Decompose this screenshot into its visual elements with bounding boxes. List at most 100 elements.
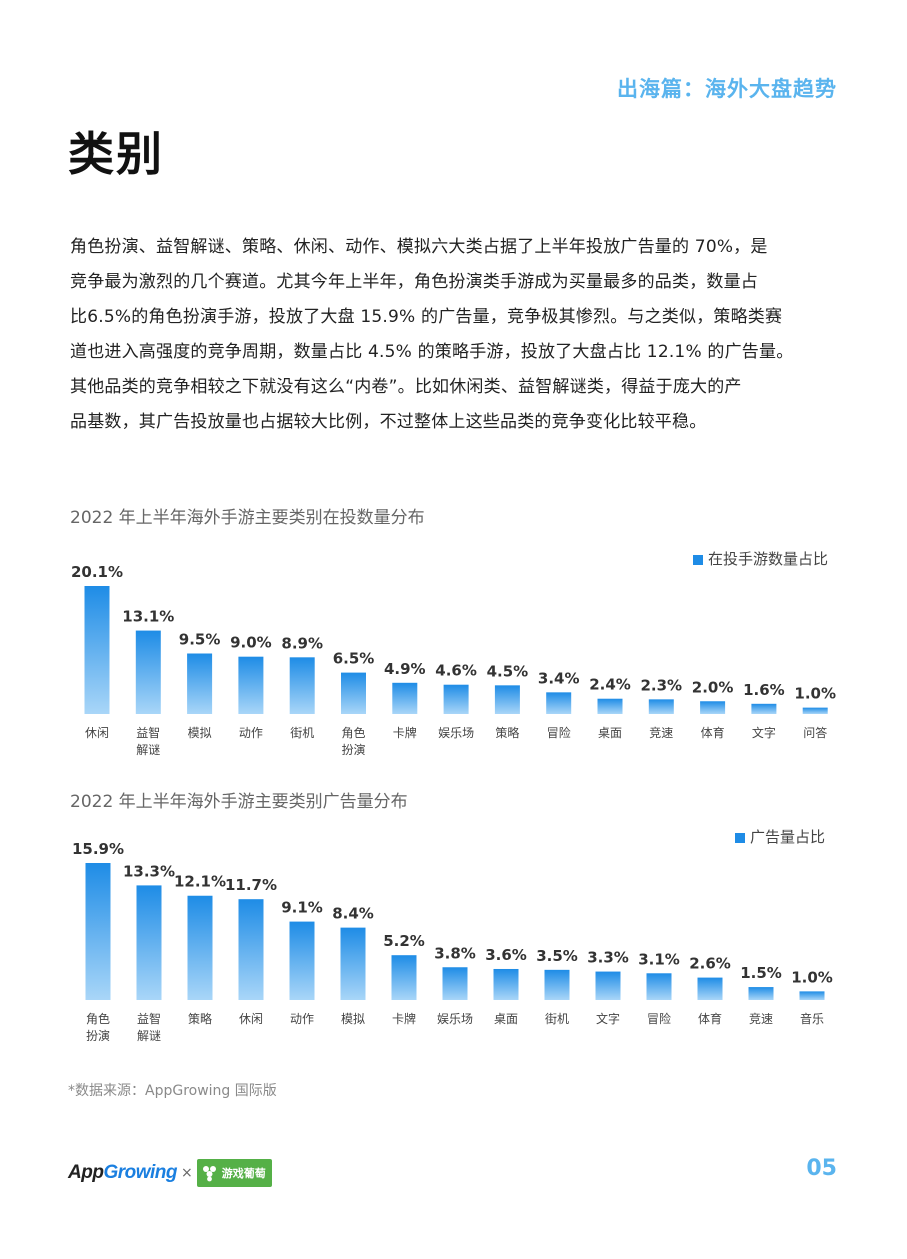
category-label: 街机 xyxy=(290,726,314,740)
category-label: 桌面 xyxy=(494,1012,518,1026)
bar-value-label: 2.6% xyxy=(689,955,731,973)
bar-value-label: 3.3% xyxy=(587,949,629,967)
chart-ad-volume: 2022 年上半年海外手游主要类别广告量分布 xyxy=(70,787,850,812)
category-label: 娱乐场 xyxy=(438,726,474,740)
source-note: *数据来源：AppGrowing 国际版 xyxy=(68,1083,277,1099)
category-label: 扮演 xyxy=(341,742,365,757)
category-label: 模拟 xyxy=(341,1012,365,1026)
bar xyxy=(802,707,828,714)
category-label: 问答 xyxy=(803,725,827,740)
category-label: 休闲 xyxy=(239,1012,263,1026)
bar xyxy=(546,692,572,714)
bar xyxy=(392,682,418,714)
bar-value-label: 12.1% xyxy=(174,873,226,891)
bar-value-label: 1.6% xyxy=(743,681,785,699)
category-label: 街机 xyxy=(545,1012,569,1026)
legend: 在投手游数量占比 xyxy=(693,550,828,568)
bar-value-label: 9.5% xyxy=(179,631,221,649)
legend: 广告量占比 xyxy=(735,828,825,846)
bar-value-label: 11.7% xyxy=(225,876,277,894)
bar xyxy=(597,698,623,714)
bar xyxy=(700,701,726,714)
bar-value-label: 4.6% xyxy=(435,662,477,680)
body-line: 角色扮演、益智解谜、策略、休闲、动作、模拟六大类占据了上半年投放广告量的 70%… xyxy=(70,237,768,257)
category-label: 冒险 xyxy=(547,725,571,740)
bar-value-label: 4.9% xyxy=(384,660,426,678)
bar-value-label: 1.5% xyxy=(740,964,782,982)
category-label: 角色 xyxy=(86,1012,110,1026)
bar xyxy=(391,955,417,1000)
times-sign: × xyxy=(181,1165,193,1181)
bar-value-label: 3.4% xyxy=(538,669,580,687)
bar-value-label: 3.5% xyxy=(536,947,578,965)
bar-value-label: 3.8% xyxy=(434,944,476,962)
bar-value-label: 6.5% xyxy=(333,650,375,668)
body-line: 竞争最为激烈的几个赛道。尤其今年上半年，角色扮演类手游成为买量最多的品类，数量占 xyxy=(70,272,758,292)
bar-value-label: 9.0% xyxy=(230,634,272,652)
bar xyxy=(493,968,519,1000)
category-label: 娱乐场 xyxy=(437,1012,473,1026)
bar xyxy=(544,969,570,1000)
category-label: 动作 xyxy=(239,726,263,740)
bar-value-label: 8.9% xyxy=(281,634,323,652)
bar xyxy=(85,863,111,1000)
youxiputao-logo: 游戏葡萄 xyxy=(196,1159,272,1187)
category-label: 动作 xyxy=(290,1012,314,1026)
bar-value-label: 2.4% xyxy=(589,676,631,694)
category-label: 策略 xyxy=(188,1011,212,1026)
category-label: 解谜 xyxy=(136,743,160,757)
bar xyxy=(595,971,621,1000)
category-label: 体育 xyxy=(701,725,725,740)
category-label: 益智 xyxy=(136,725,160,740)
bar xyxy=(187,653,213,714)
body-line: 其他品类的竞争相较之下就没有这么“内卷”。比如休闲类、益智解谜类，得益于庞大的产 xyxy=(70,377,742,397)
bar-value-label: 1.0% xyxy=(791,968,833,986)
category-label: 文字 xyxy=(596,1011,620,1026)
category-label: 解谜 xyxy=(137,1029,161,1043)
bar xyxy=(289,657,315,714)
bar xyxy=(135,630,161,714)
footer-logos: AppGrowing × 游戏葡萄 xyxy=(68,1156,272,1190)
bar xyxy=(748,987,774,1000)
category-label: 休闲 xyxy=(85,726,109,740)
category-label: 模拟 xyxy=(188,726,212,740)
body-paragraph: 角色扮演、益智解谜、策略、休闲、动作、模拟六大类占据了上半年投放广告量的 70%… xyxy=(70,230,840,440)
appgrowing-logo: AppGrowing xyxy=(68,1162,177,1183)
bar-value-label: 20.1% xyxy=(71,563,123,581)
category-label: 竞速 xyxy=(649,726,673,740)
bar-value-label: 5.2% xyxy=(383,932,425,950)
body-line: 比6.5%的角色扮演手游，投放了大盘 15.9% 的广告量，竞争极其惨烈。与之类… xyxy=(70,307,783,327)
bar-value-label: 2.3% xyxy=(640,676,682,694)
category-label: 冒险 xyxy=(647,1011,671,1026)
bar xyxy=(443,684,469,714)
bar xyxy=(340,927,366,1000)
body-line: 品基数，其广告投放量也占据较大比例，不过整体上这些品类的竞争变化比较平稳。 xyxy=(70,412,707,432)
bar xyxy=(799,991,825,1000)
bar xyxy=(494,685,520,714)
chart-active-games: 2022 年上半年海外手游主要类别在投数量分布 xyxy=(70,503,850,528)
bar-value-label: 3.6% xyxy=(485,946,527,964)
bar xyxy=(751,703,777,714)
category-label: 文字 xyxy=(752,725,776,740)
bar-value-label: 15.9% xyxy=(72,840,124,858)
bar-chart-active-games: 在投手游数量占比 20.1% 休闲 13.1% 益智解谜 9.5% 模拟 9.0% 动作 8.9%… xyxy=(71,550,836,757)
bar-value-label: 4.5% xyxy=(487,662,529,680)
bar xyxy=(442,967,468,1000)
body-line: 道也进入高强度的竞争周期，数量占比 4.5% 的策略手游，投放了大盘占比 12.… xyxy=(70,342,794,362)
bar-chart-ad-volume: 广告量占比 15.9% 角色扮演 13.3% 益智解谜 12.1% 策略 11.7% 休闲 9.1… xyxy=(72,828,833,1043)
bar xyxy=(289,921,315,1000)
category-label: 竞速 xyxy=(749,1012,773,1026)
bar xyxy=(136,885,162,1000)
category-label: 卡牌 xyxy=(392,1012,416,1026)
legend-label: 在投手游数量占比 xyxy=(708,550,828,568)
bar xyxy=(187,895,213,1000)
category-label: 卡牌 xyxy=(393,726,417,740)
page-title: 类别 xyxy=(68,127,164,181)
bar-value-label: 1.0% xyxy=(794,685,836,703)
bar-value-label: 8.4% xyxy=(332,905,374,923)
chart-title: 2022 年上半年海外手游主要类别在投数量分布 xyxy=(70,508,425,528)
bar xyxy=(238,899,264,1000)
bar xyxy=(646,973,672,1000)
legend-swatch xyxy=(735,833,745,843)
bar xyxy=(648,699,674,714)
